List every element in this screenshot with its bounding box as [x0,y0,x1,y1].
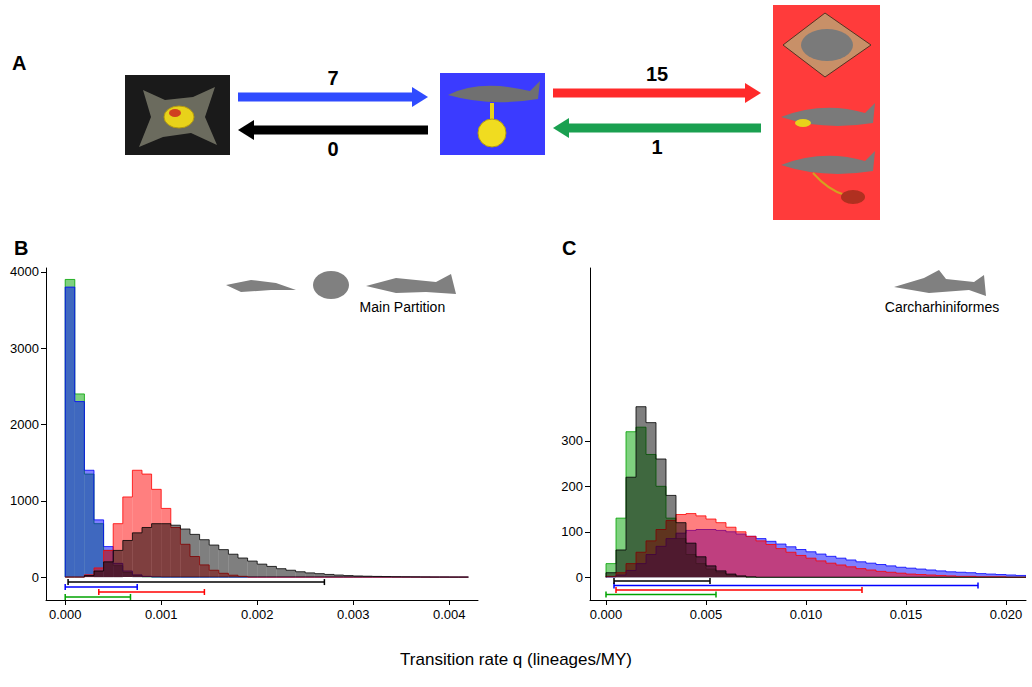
svg-text:B: B [14,237,28,259]
svg-text:0.000: 0.000 [590,607,623,622]
svg-text:0.002: 0.002 [241,607,274,622]
svg-text:0.000: 0.000 [49,607,82,622]
svg-text:3000: 3000 [10,341,39,356]
svg-text:0.004: 0.004 [433,607,466,622]
svg-text:0.010: 0.010 [790,607,823,622]
svg-text:2000: 2000 [10,417,39,432]
svg-text:Carcharhiniformes: Carcharhiniformes [885,299,999,315]
svg-text:C: C [562,237,576,259]
svg-text:0: 0 [327,138,338,160]
svg-text:0.003: 0.003 [337,607,370,622]
svg-text:0.020: 0.020 [990,607,1023,622]
svg-text:0: 0 [576,570,583,585]
svg-text:A: A [12,52,26,74]
svg-text:100: 100 [561,524,583,539]
svg-text:0.015: 0.015 [890,607,923,622]
svg-text:Transition rate q (lineages/MY: Transition rate q (lineages/MY) [400,650,632,669]
svg-text:1000: 1000 [10,493,39,508]
svg-text:1: 1 [651,136,662,158]
svg-text:0.005: 0.005 [690,607,723,622]
svg-text:15: 15 [646,63,668,85]
svg-text:200: 200 [561,479,583,494]
svg-text:0.001: 0.001 [145,607,178,622]
svg-text:4000: 4000 [10,264,39,279]
svg-text:Main Partition: Main Partition [360,299,446,315]
svg-text:0: 0 [32,570,39,585]
svg-text:7: 7 [327,67,338,89]
svg-text:300: 300 [561,433,583,448]
